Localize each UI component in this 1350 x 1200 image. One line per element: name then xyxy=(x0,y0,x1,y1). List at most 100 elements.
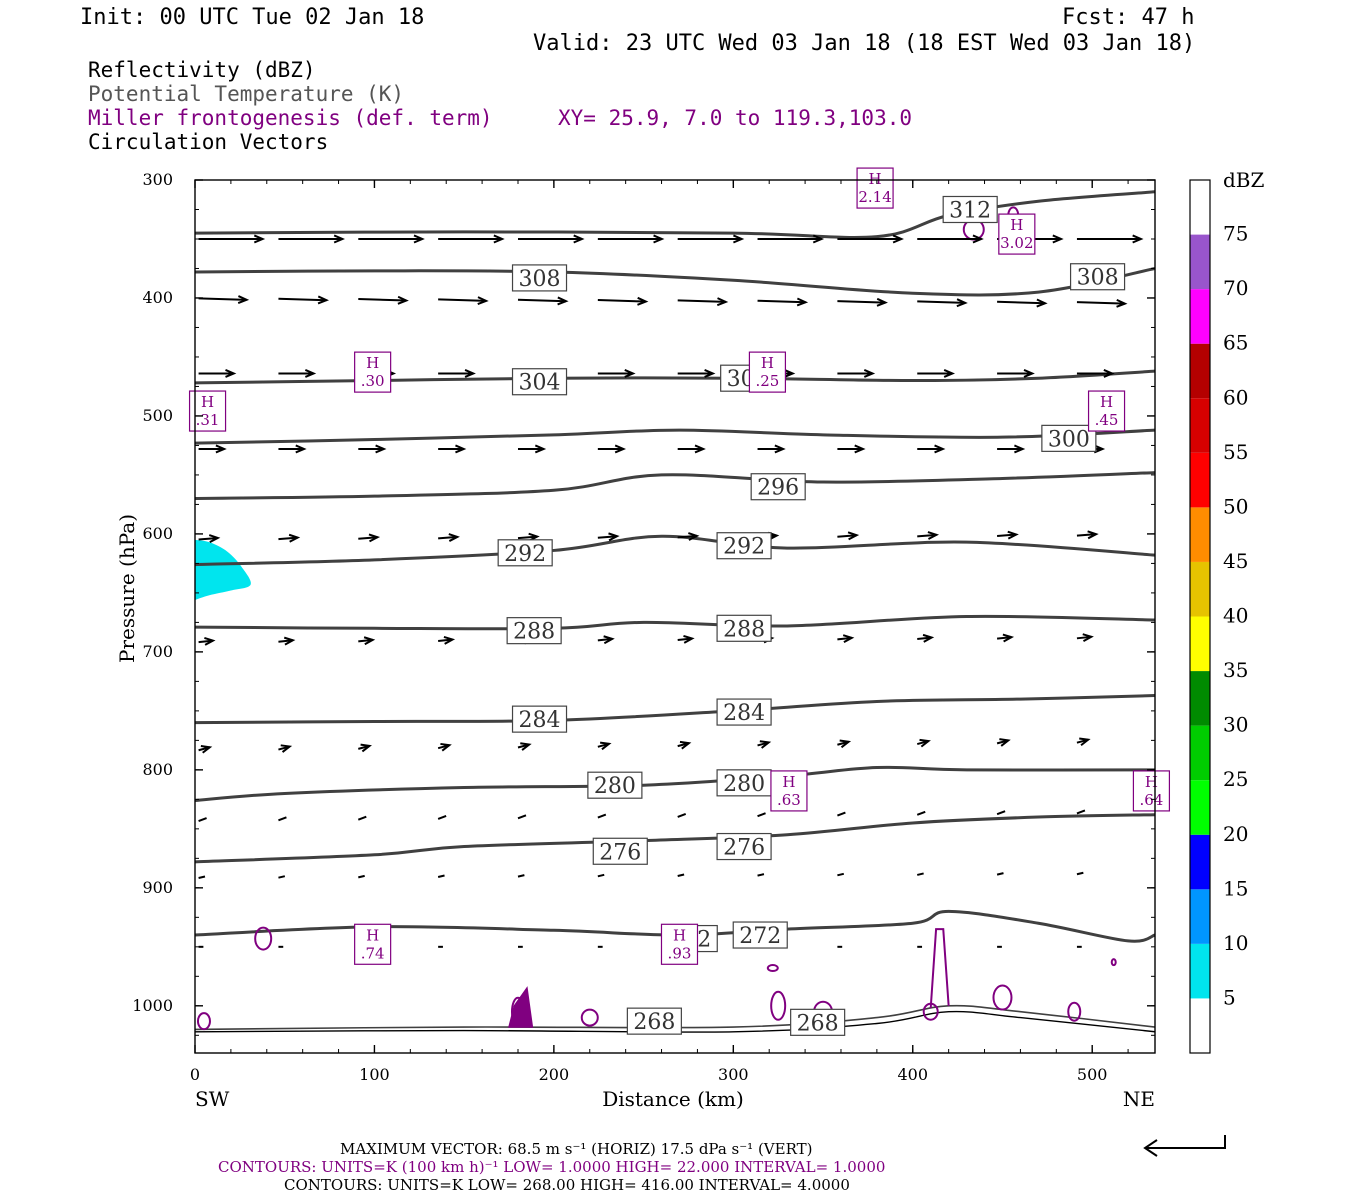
theta-contour-300 xyxy=(195,428,1155,445)
frontogenesis-contour xyxy=(929,928,950,1009)
frontogenesis-maximum: H.64 xyxy=(1132,770,1171,812)
circulation-vector xyxy=(438,369,476,378)
circulation-vector xyxy=(996,810,1006,816)
colorbar-label: 70 xyxy=(1223,276,1248,300)
colorbar-label: 60 xyxy=(1223,385,1248,409)
circulation-vector xyxy=(1076,234,1144,244)
theta-label: 276 xyxy=(592,837,648,865)
circulation-vector xyxy=(437,815,447,820)
circulation-vector xyxy=(837,531,860,541)
y-tick-label: 800 xyxy=(142,760,173,779)
frontogenesis-maximum: H3.02 xyxy=(998,213,1036,255)
theta-contour-280 xyxy=(195,765,1155,803)
frontogenesis-maximum: H.25 xyxy=(748,351,787,393)
circulation-vector xyxy=(597,369,636,378)
circulation-vector xyxy=(597,296,649,306)
circulation-vector xyxy=(597,873,605,878)
circulation-vector xyxy=(437,742,452,752)
colorbar-segment xyxy=(1190,398,1210,453)
circulation-vector xyxy=(917,444,946,454)
colorbar-label: 65 xyxy=(1223,331,1248,355)
theta-label: 284 xyxy=(511,705,568,733)
circulation-vector xyxy=(438,444,467,454)
colorbar-label: 15 xyxy=(1223,876,1248,900)
circulation-vector xyxy=(837,234,904,244)
axes: 300 400 500 600 700 800 900 1000 0 100 200 300 400 50… xyxy=(115,170,1156,1111)
circulation-vector xyxy=(677,634,695,644)
circulation-vector xyxy=(837,872,845,877)
max-value: .31 xyxy=(196,411,220,429)
max-marker: H xyxy=(782,773,795,791)
footer-contours-frontogenesis: CONTOURS: UNITS=K (100 km h)⁻¹ LOW= 1.00… xyxy=(218,1158,886,1176)
circulation-vector xyxy=(837,297,888,307)
theta-contour-284 xyxy=(195,694,1155,725)
circulation-vector xyxy=(357,815,367,821)
theta-label-text: 300 xyxy=(1048,427,1090,452)
max-marker: H xyxy=(366,926,379,944)
circulation-vector xyxy=(278,444,307,454)
circulation-vector xyxy=(1076,633,1094,643)
frontogenesis-contour xyxy=(580,1008,599,1027)
max-marker: H xyxy=(761,354,774,372)
circulation-vector xyxy=(677,297,729,307)
theta-label-text: 296 xyxy=(757,476,799,501)
valid-time: Valid: 23 UTC Wed 03 Jan 18 (18 EST Wed … xyxy=(533,31,1196,56)
theta-label: 284 xyxy=(716,698,772,726)
circulation-vector xyxy=(917,298,968,308)
frontogenesis-maximum: H2.14 xyxy=(856,167,894,209)
x-end-label-sw: SW xyxy=(195,1087,230,1111)
theta-label: 268 xyxy=(790,1008,846,1036)
field-reflectivity: Reflectivity (dBZ) xyxy=(88,58,316,82)
circulation-vector xyxy=(278,816,287,822)
circulation-vector xyxy=(278,636,296,646)
theta-label: 272 xyxy=(732,921,788,949)
max-value: .63 xyxy=(777,791,801,809)
theta-label-text: 268 xyxy=(797,1011,839,1036)
x-tick-label: 400 xyxy=(897,1065,928,1084)
theta-label-text: 288 xyxy=(723,617,765,642)
circulation-vector xyxy=(198,745,213,754)
colorbar-label: 30 xyxy=(1223,713,1248,737)
frontogenesis-contour xyxy=(508,986,534,1028)
colorbar-label: 35 xyxy=(1223,658,1248,682)
circulation-vector xyxy=(757,297,809,307)
x-end-label-ne: NE xyxy=(1123,1087,1155,1111)
max-value: .74 xyxy=(361,944,385,962)
circulation-vector xyxy=(198,295,250,305)
colorbar-segment xyxy=(1190,507,1210,562)
y-tick-label: 1000 xyxy=(132,996,173,1015)
colorbar-label: 50 xyxy=(1223,494,1248,518)
circulation-vector xyxy=(198,534,221,543)
field-vectors: Circulation Vectors xyxy=(88,130,329,154)
circulation-vector xyxy=(917,872,924,876)
colorbar-label: 20 xyxy=(1223,822,1248,846)
theta-contour-276 xyxy=(195,813,1155,864)
circulation-vector xyxy=(997,298,1048,308)
colorbar: 5 10 15 20 25 30 35 40 45 50 55 60 65 70 75 dBZ xyxy=(1189,168,1265,1054)
field-frontogenesis: Miller frontogenesis (def. term) xyxy=(88,106,493,130)
x-tick-label: 500 xyxy=(1077,1065,1108,1084)
circulation-vector xyxy=(916,738,931,748)
reference-vector-arrow xyxy=(1143,1135,1226,1157)
circulation-vector xyxy=(997,530,1019,540)
y-tick-label: 300 xyxy=(142,170,173,189)
circulation-vector xyxy=(597,813,607,819)
circulation-vector xyxy=(996,738,1011,747)
circulation-vector xyxy=(597,444,627,454)
max-value: .30 xyxy=(361,372,385,390)
footer-contours-theta: CONTOURS: UNITS=K LOW= 268.00 HIGH= 416.… xyxy=(284,1176,850,1194)
circulation-vector xyxy=(677,234,745,244)
theta-label-text: 276 xyxy=(723,836,765,861)
circulation-vector xyxy=(517,814,527,820)
circulation-vector xyxy=(278,533,301,543)
circulation-vector xyxy=(1076,871,1084,876)
max-value: .93 xyxy=(668,944,692,962)
cross-section-xy: XY= 25.9, 7.0 to 119.3,103.0 xyxy=(558,106,913,130)
colorbar-segment xyxy=(1190,834,1210,890)
frontogenesis-contour xyxy=(196,1012,211,1031)
circulation-vector xyxy=(198,444,227,454)
circulation-vector xyxy=(358,444,387,454)
theta-label: 276 xyxy=(716,832,772,861)
circulation-vector xyxy=(278,875,286,879)
